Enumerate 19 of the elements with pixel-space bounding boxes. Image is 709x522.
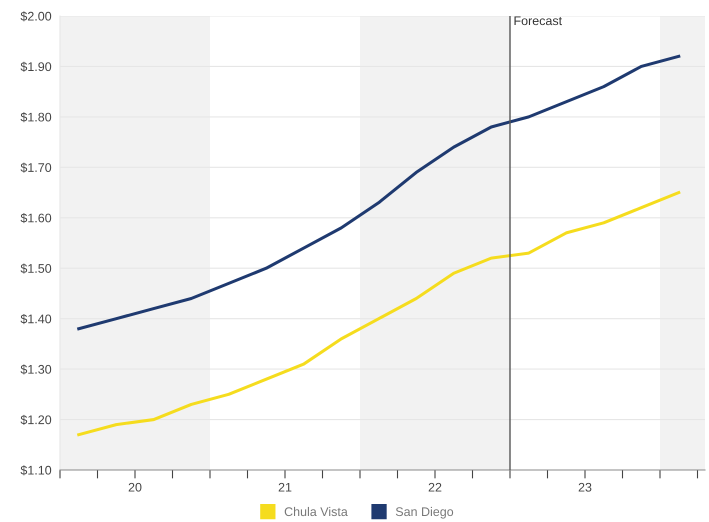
y-tick-label: $1.10 [20, 465, 52, 476]
ref-line-label: Forecast [514, 16, 562, 26]
y-tick-label: $1.50 [20, 264, 52, 274]
legend-label: San Diego [396, 506, 454, 519]
x-tick-label: 22 [428, 482, 442, 492]
legend-label: Chula Vista [284, 506, 348, 516]
x-tick-label: 20 [128, 482, 142, 492]
y-tick-label: $1.20 [20, 414, 52, 425]
line-series [77, 54, 680, 330]
y-tick-label: $1.60 [20, 213, 52, 224]
y-tick-label: $1.80 [20, 112, 52, 122]
x-tick-label: 21 [278, 482, 292, 492]
y-tick-label: $1.70 [20, 162, 52, 173]
line-series [77, 191, 680, 436]
x-tick-label: 23 [578, 482, 592, 492]
y-tick-label: $2.00 [20, 11, 52, 22]
y-tick-label: $1.40 [20, 314, 52, 324]
y-tick-label: $1.30 [20, 364, 52, 375]
y-tick-label: $1.90 [20, 62, 52, 72]
